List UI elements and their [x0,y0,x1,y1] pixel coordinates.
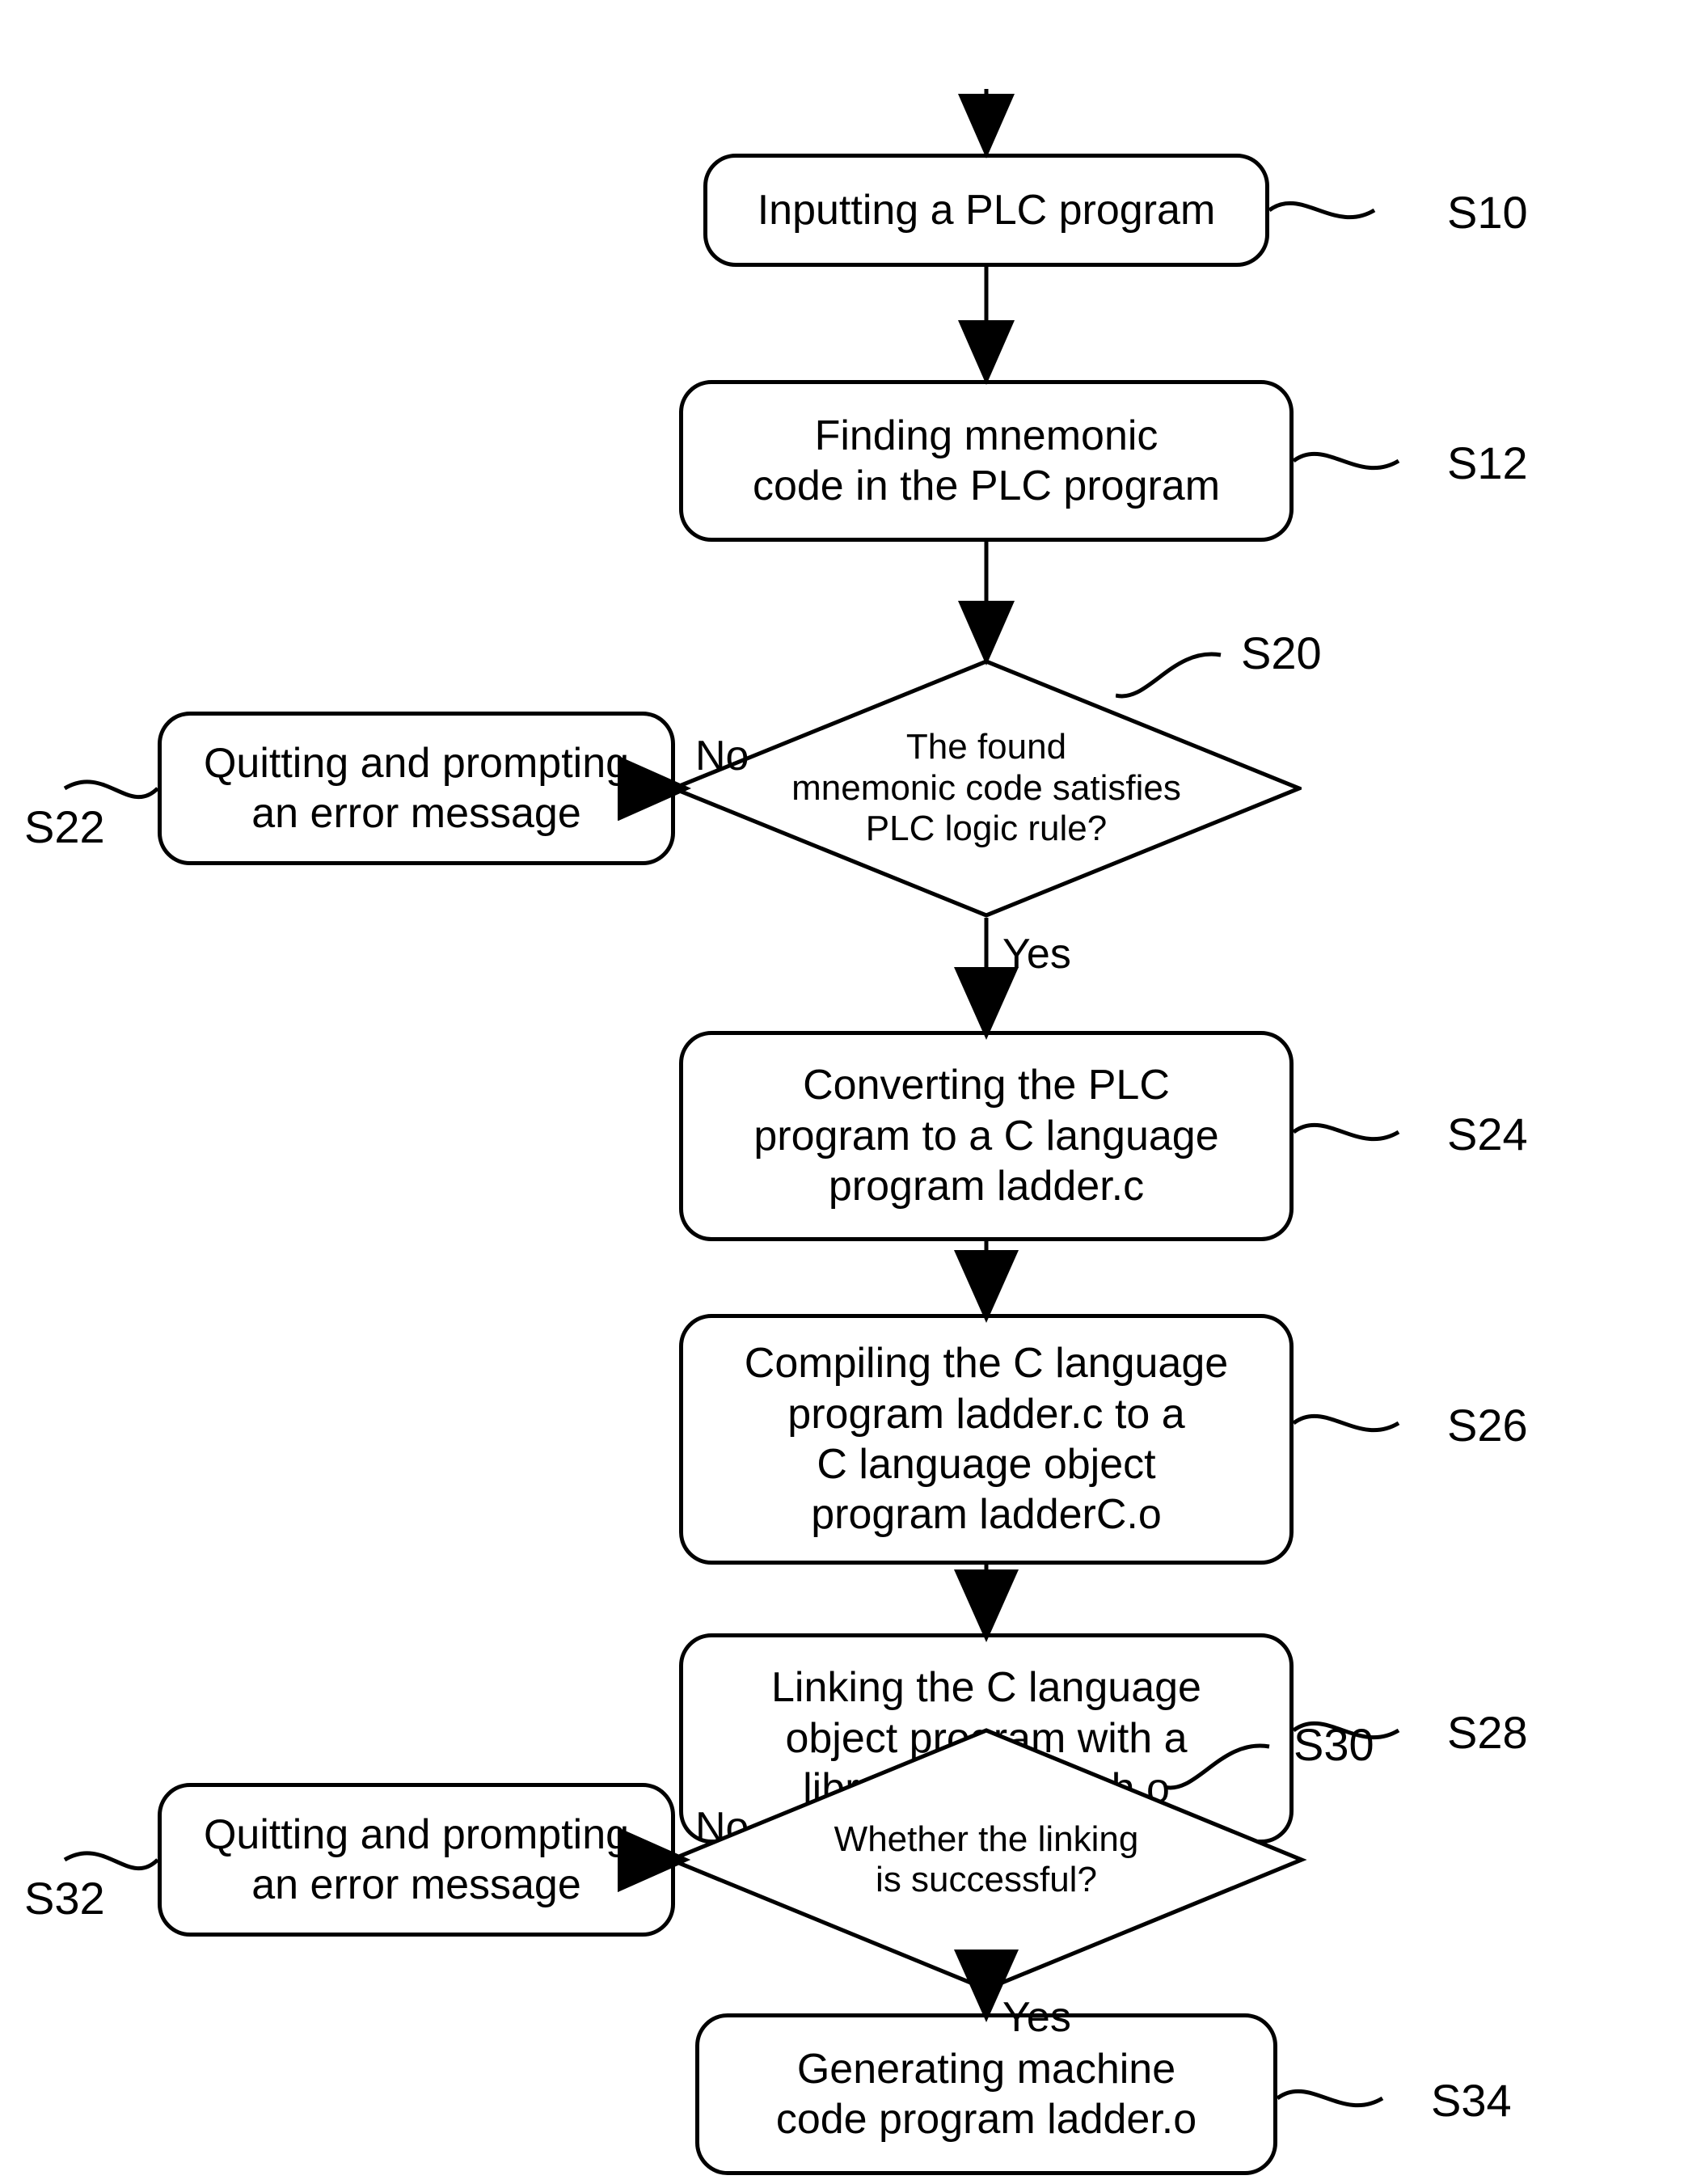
tag-s30: S30 [1294,1718,1374,1771]
node-s30-text-wrap: Whether the linking is successful? [671,1730,1302,1989]
edge-yes-s30: Yes [1002,1993,1071,2042]
node-s30-text: Whether the linking is successful? [834,1819,1139,1900]
flowchart-canvas: Inputting a PLC program Finding mnemonic… [0,0,1684,2184]
node-s30-line2: is successful? [876,1860,1097,1899]
node-s30-line1: Whether the linking [834,1819,1139,1859]
